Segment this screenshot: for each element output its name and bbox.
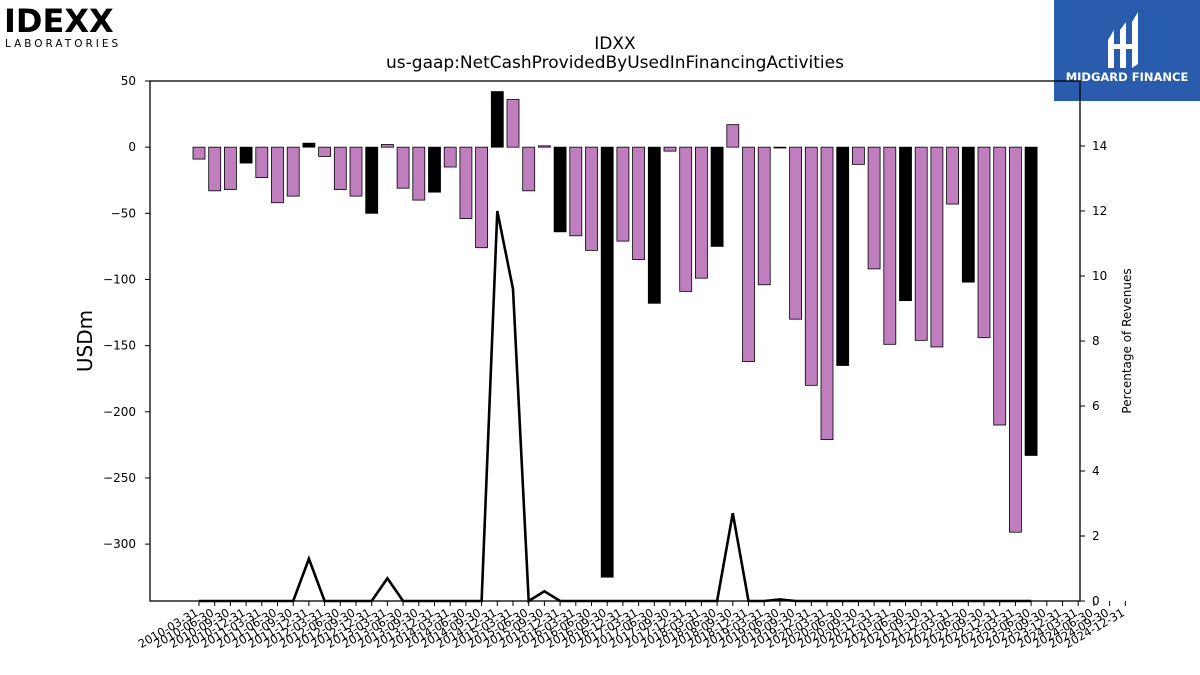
y2-tick-label: 0 bbox=[1092, 594, 1100, 608]
bar bbox=[993, 146, 1007, 426]
y-tick-label: −300 bbox=[103, 537, 136, 551]
chart-subtitle: us-gaap:NetCashProvidedByUsedInFinancing… bbox=[386, 53, 844, 73]
bar bbox=[726, 124, 740, 148]
bar bbox=[804, 146, 818, 386]
bar bbox=[239, 146, 253, 164]
y2-axis-label: Percentage of Revenues bbox=[1120, 268, 1134, 413]
bar bbox=[365, 146, 379, 214]
y2-tick-label: 10 bbox=[1092, 269, 1107, 283]
bar bbox=[585, 146, 598, 251]
bar bbox=[380, 144, 394, 148]
bar bbox=[318, 146, 332, 157]
y-tick-label: −50 bbox=[111, 206, 136, 220]
bar bbox=[789, 146, 802, 320]
y2-tick-label: 6 bbox=[1092, 399, 1100, 413]
bar bbox=[757, 146, 771, 286]
bar bbox=[899, 146, 912, 302]
bar bbox=[1024, 146, 1038, 456]
chart-title: IDXX bbox=[594, 34, 636, 54]
bar bbox=[208, 146, 222, 192]
bar bbox=[396, 146, 410, 189]
bar bbox=[443, 146, 457, 168]
x-axis: 2010-03-312010-06-302010-09-302010-12-31… bbox=[136, 601, 1127, 651]
right-y-axis: 0 2 4 6 8 10 12 14 bbox=[1080, 139, 1107, 608]
midgard-logo-text: MIDGARD FINANCE bbox=[1066, 70, 1189, 84]
bar bbox=[412, 146, 426, 201]
bar bbox=[223, 146, 237, 190]
bar bbox=[930, 146, 944, 348]
bar bbox=[459, 146, 473, 220]
bar bbox=[600, 146, 614, 578]
y-tick-label: 50 bbox=[121, 74, 136, 88]
bar bbox=[302, 142, 316, 148]
y-tick-label: −250 bbox=[103, 471, 136, 485]
bar bbox=[647, 146, 661, 304]
bar bbox=[820, 146, 834, 440]
y2-tick-label: 8 bbox=[1092, 334, 1100, 348]
bar bbox=[632, 146, 645, 261]
idexx-logo: IDEXX LABORATORIES bbox=[4, 2, 154, 50]
bar bbox=[977, 146, 991, 339]
bar bbox=[742, 146, 755, 362]
bar bbox=[1009, 146, 1022, 533]
idexx-logo-subtitle: LABORATORIES bbox=[5, 38, 121, 50]
y2-tick-label: 12 bbox=[1092, 204, 1107, 218]
idexx-logo-wordmark: IDEXX bbox=[4, 4, 114, 40]
bar bbox=[616, 146, 630, 242]
bar bbox=[663, 146, 677, 152]
bar bbox=[679, 146, 693, 292]
bar bbox=[271, 146, 284, 204]
y-tick-label: −150 bbox=[103, 339, 136, 353]
bar bbox=[961, 146, 975, 283]
y-tick-label: −100 bbox=[103, 272, 136, 286]
bar bbox=[490, 91, 504, 148]
y2-tick-label: 2 bbox=[1092, 529, 1100, 543]
y-tick-label: 0 bbox=[128, 140, 136, 154]
bar-series bbox=[192, 91, 1038, 578]
bar bbox=[553, 146, 567, 233]
bar bbox=[333, 146, 347, 190]
bar bbox=[867, 146, 881, 270]
bar bbox=[852, 146, 865, 165]
bar bbox=[836, 146, 850, 366]
bar bbox=[914, 146, 928, 341]
bar bbox=[192, 146, 206, 160]
bar bbox=[522, 146, 536, 192]
bar bbox=[695, 146, 708, 279]
bar bbox=[428, 146, 441, 193]
bar bbox=[538, 145, 551, 148]
bar bbox=[349, 146, 363, 197]
y-tick-label: −200 bbox=[103, 405, 136, 419]
bar bbox=[255, 146, 269, 178]
bar bbox=[883, 146, 897, 345]
bar bbox=[475, 146, 489, 249]
bar bbox=[710, 146, 724, 247]
bar bbox=[506, 99, 520, 148]
left-y-axis: 50 0 −50 −100 −150 −200 −250 −300 bbox=[103, 74, 150, 551]
y2-tick-label: 4 bbox=[1092, 464, 1100, 478]
bar bbox=[286, 146, 300, 197]
bar bbox=[773, 146, 787, 149]
midgard-finance-logo: MIDGARD FINANCE bbox=[1054, 0, 1200, 101]
y-axis-label: USDm bbox=[73, 310, 97, 372]
bar bbox=[946, 146, 959, 205]
y2-tick-label: 14 bbox=[1092, 139, 1107, 153]
midgard-emblem-icon bbox=[1108, 12, 1138, 68]
bar bbox=[569, 146, 583, 237]
